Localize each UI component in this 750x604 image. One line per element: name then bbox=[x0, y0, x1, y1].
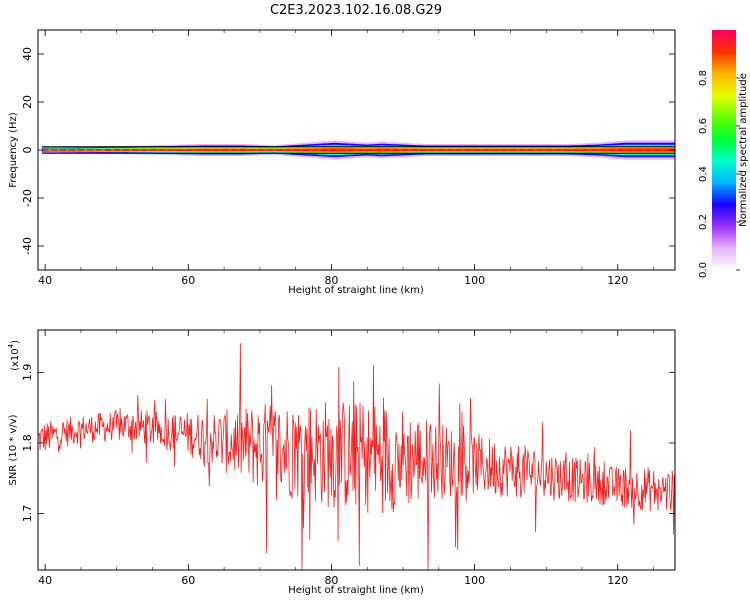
colorbar: 0.0 0.2 0.4 0.6 0.8 Normalized spectral ampl… bbox=[698, 30, 749, 278]
colorbar-tick-label: 0.0 bbox=[698, 262, 709, 278]
snr-ticks: 40 60 80 100 120 1.7 1.8 1.9 bbox=[21, 330, 675, 587]
y-tick-label: 1.8 bbox=[21, 434, 34, 452]
snr-panel: 40 60 80 100 120 1.7 1.8 1.9 Height of straight… bbox=[7, 329, 676, 596]
x-tick-label: 60 bbox=[181, 274, 195, 287]
snr-multiplier-exponent: 4 bbox=[7, 343, 15, 348]
spectrogram-panel: 40 60 80 100 120 -40 -20 0 20 40 Height of straig… bbox=[8, 29, 676, 296]
spectrogram-band bbox=[41, 140, 676, 160]
colorbar-tick-label: 0.4 bbox=[698, 166, 709, 182]
y-tick-label: 40 bbox=[21, 47, 34, 61]
colorbar-tick-label: 0.2 bbox=[698, 214, 709, 230]
x-tick-label: 40 bbox=[38, 274, 52, 287]
x-tick-label: 100 bbox=[464, 274, 485, 287]
spectrogram-ticks: 40 60 80 100 120 -40 -20 0 20 40 bbox=[21, 30, 675, 287]
snr-y-multiplier: (x104) bbox=[7, 340, 21, 371]
colorbar-scale bbox=[712, 30, 736, 270]
y-tick-label: 1.9 bbox=[21, 364, 34, 382]
y-tick-label: -40 bbox=[21, 237, 34, 255]
y-tick-label: 1.7 bbox=[21, 505, 34, 523]
y-tick-label: -20 bbox=[21, 189, 34, 207]
x-tick-label: 80 bbox=[324, 574, 338, 587]
spectrogram-y-axis-label: Frequency (Hz) bbox=[8, 112, 19, 188]
svg-text:(x104): (x104) bbox=[7, 340, 21, 371]
snr-x-axis-label: Height of straight line (km) bbox=[288, 585, 424, 596]
colorbar-tick-label: 0.6 bbox=[698, 118, 709, 134]
snr-multiplier-base: (x10 bbox=[10, 348, 21, 371]
colorbar-label: Normalized spectral amplitude bbox=[738, 73, 749, 227]
colorbar-ticks: 0.0 0.2 0.4 0.6 0.8 bbox=[698, 70, 740, 278]
y-tick-label: 0 bbox=[21, 147, 34, 154]
colorbar-tick-label: 0.8 bbox=[698, 70, 709, 86]
snr-y-axis-label: SNR (10 * v/v) bbox=[8, 414, 19, 485]
y-tick-label: 20 bbox=[21, 95, 34, 109]
x-tick-label: 40 bbox=[38, 574, 52, 587]
snr-frame bbox=[37, 329, 676, 571]
spectrogram-x-axis-label: Height of straight line (km) bbox=[288, 285, 424, 296]
x-tick-label: 120 bbox=[607, 574, 628, 587]
figure-title: C2E3.2023.102.16.08.G29 bbox=[270, 3, 442, 18]
x-tick-label: 120 bbox=[607, 274, 628, 287]
x-tick-label: 80 bbox=[324, 274, 338, 287]
snr-series-line bbox=[38, 343, 675, 570]
x-tick-label: 60 bbox=[181, 574, 195, 587]
x-tick-label: 100 bbox=[464, 574, 485, 587]
